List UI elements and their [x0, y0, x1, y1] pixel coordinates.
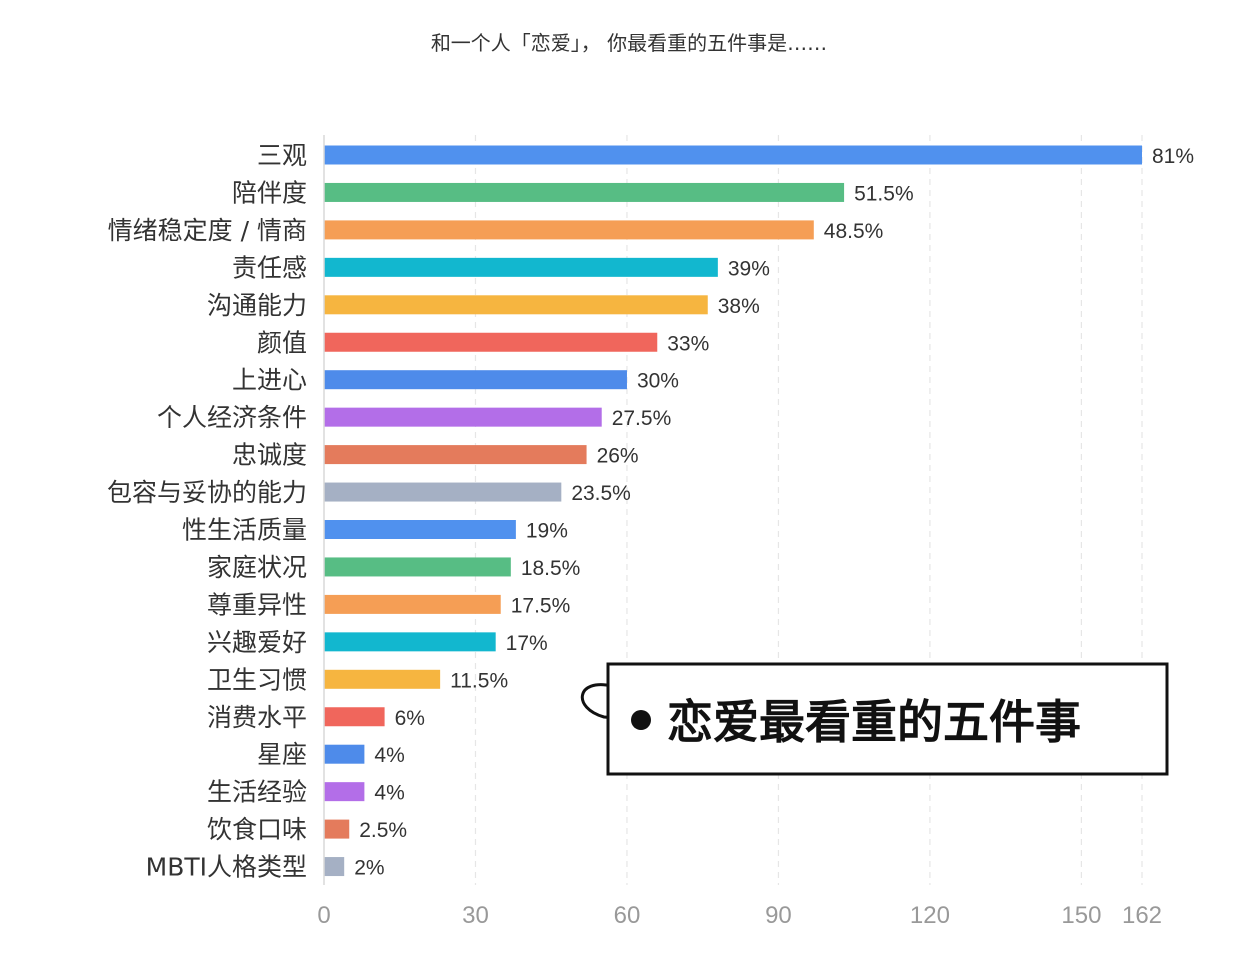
data-label: 51.5% [854, 182, 914, 205]
data-label: 17.5% [511, 594, 571, 617]
bar [324, 594, 501, 614]
data-label: 30% [637, 370, 679, 393]
bar [324, 744, 365, 764]
callout: 恋爱最看重的五件事 [580, 662, 1169, 776]
category-label: 忠诚度 [232, 441, 307, 470]
x-axis-ticks: 0 30 60 90 120 150 162 [317, 902, 1162, 929]
category-label: 家庭状况 [207, 553, 307, 582]
bar [324, 445, 587, 465]
data-label: 27.5% [612, 407, 672, 430]
x-tick-label: 90 [765, 902, 792, 929]
category-label: 情绪稳定度 / 情商 [108, 216, 307, 245]
data-label: 6% [395, 707, 425, 730]
category-label: 饮食口味 [207, 815, 307, 844]
bar [324, 257, 718, 277]
bar [324, 857, 345, 877]
bar [324, 557, 511, 577]
data-label: 23.5% [571, 482, 631, 505]
data-label: 38% [718, 295, 760, 318]
x-tick-label: 30 [462, 902, 489, 929]
category-label: 三观 [257, 141, 307, 170]
bar [324, 370, 627, 390]
data-label: 26% [597, 445, 639, 468]
bar [324, 707, 385, 727]
data-label: 2% [354, 857, 384, 880]
chart-title: 和一个人「恋爱」， 你最看重的五件事是…… [431, 31, 827, 55]
category-label: 尊重异性 [207, 590, 307, 619]
bar [324, 782, 365, 802]
bar [324, 182, 845, 202]
bar [324, 220, 814, 240]
category-label: 个人经济条件 [157, 403, 307, 432]
bar [324, 332, 658, 352]
data-label: 48.5% [824, 220, 884, 243]
x-tick-label: 162 [1122, 902, 1162, 929]
data-label: 33% [667, 332, 709, 355]
category-label: 星座 [257, 740, 307, 769]
data-label: 4% [374, 782, 404, 805]
data-label: 19% [526, 520, 568, 543]
category-label: 性生活质量 [182, 516, 307, 545]
category-label: 颜值 [257, 328, 307, 357]
bar [324, 482, 562, 502]
category-label: 兴趣爱好 [207, 628, 307, 657]
x-tick-label: 0 [317, 902, 330, 929]
bars: 三观 81% 陪伴度 51.5% 情绪稳定度 / 情商 48.5% 责任感 39% 沟通能力 38… [107, 141, 1194, 882]
category-label: 上进心 [232, 366, 307, 395]
bar [324, 520, 516, 539]
category-label: MBTI人格类型 [146, 853, 307, 882]
category-label: 责任感 [232, 253, 307, 282]
x-tick-label: 60 [614, 902, 641, 929]
data-label: 81% [1152, 145, 1194, 168]
bar [324, 632, 496, 652]
bar [324, 669, 441, 689]
category-label: 陪伴度 [232, 178, 307, 207]
bar [324, 145, 1142, 165]
data-label: 11.5% [450, 669, 508, 692]
callout-text: 恋爱最看重的五件事 [667, 695, 1081, 749]
bar [324, 819, 350, 839]
x-tick-label: 150 [1061, 902, 1101, 929]
callout-hook [580, 683, 641, 722]
bar [324, 295, 708, 315]
data-label: 39% [728, 257, 770, 280]
category-label: 卫生习惯 [207, 665, 307, 694]
data-label: 18.5% [521, 557, 581, 580]
data-label: 2.5% [359, 819, 407, 842]
data-label: 17% [506, 632, 548, 655]
category-label: 沟通能力 [207, 291, 307, 320]
category-label: 生活经验 [207, 778, 307, 807]
x-tick-label: 120 [910, 902, 950, 929]
data-label: 4% [374, 744, 404, 767]
category-label: 包容与妥协的能力 [107, 478, 307, 507]
callout-dot [631, 710, 651, 730]
category-label: 消费水平 [207, 703, 307, 732]
callout-box [606, 662, 1169, 776]
bar [324, 407, 602, 427]
